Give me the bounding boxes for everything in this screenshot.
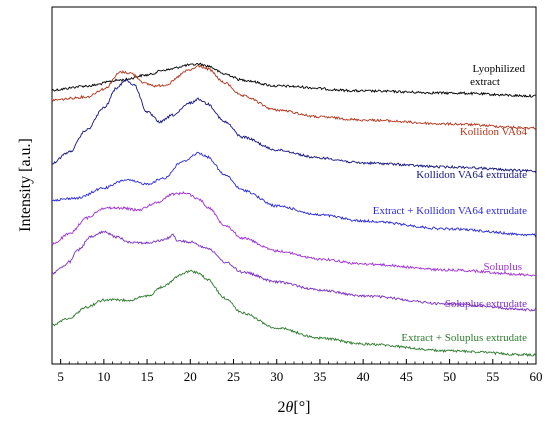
series-line-0 [51,62,537,98]
x-axis-label-theta: θ [286,399,294,416]
series-label-lyophilized-extract-line2: extract [470,76,500,88]
x-axis-label: 2θ[°] [278,399,311,416]
x-tick-label-10: 10 [97,369,110,384]
x-tick-label-55: 55 [486,369,499,384]
series-label-lyophilized-extract-line1: Lyophilized [472,63,525,75]
series-line-6 [51,269,537,357]
series-line-2 [51,78,537,173]
x-tick-label-45: 45 [400,369,413,384]
series-line-3 [51,151,537,238]
y-axis-label: Intensity [a.u.] [17,138,34,232]
series-label-soluplus: Soluplus [483,261,522,273]
x-tick-label-50: 50 [443,369,456,384]
series-line-4 [51,191,537,277]
series-label-soluplus-extrudate: Soluplus extrudate [445,298,527,310]
curve-labels-group: Lyophilized extract Kollidon VA64 Kollid… [373,63,528,344]
series-label-kollidon-va64-extrudate: Kollidon VA64 extrudate [416,169,527,181]
x-tick-label-40: 40 [357,369,370,384]
x-tick-label-20: 20 [184,369,197,384]
x-axis-label-prefix: 2 [278,399,286,416]
series-line-5 [51,230,537,312]
x-tick-label-5: 5 [57,369,64,384]
x-tick-label-30: 30 [270,369,283,384]
series-label-kollidon-va64: Kollidon VA64 [460,126,528,138]
series-line-1 [51,64,537,130]
x-tick-label-25: 25 [227,369,240,384]
x-tick-label-35: 35 [313,369,326,384]
x-tick-label-15: 15 [141,369,154,384]
x-axis-label-unit: [°] [293,399,310,416]
curves-group [51,62,537,357]
series-label-extract-kollidon-va64-extrudate: Extract + Kollidon VA64 extrudate [373,205,527,217]
series-label-extract-soluplus-extrudate: Extract + Soluplus extrudate [401,332,527,344]
x-axis-ticks: 5 10 15 20 25 30 35 40 45 50 55 60 [57,359,543,384]
plot-frame [51,6,537,365]
x-tick-label-60: 60 [530,369,543,384]
